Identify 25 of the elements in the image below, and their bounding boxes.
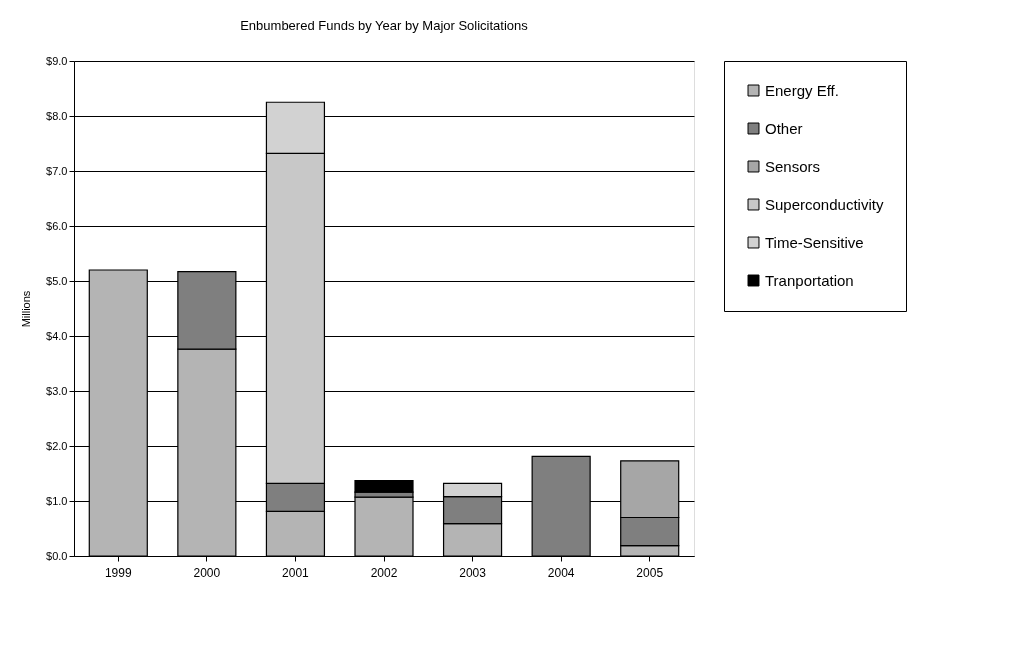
y-tick-label: $3.0 [46, 384, 68, 397]
y-tick-label: $2.0 [46, 439, 68, 452]
y-tick-label: $6.0 [46, 219, 68, 232]
y-tick-label: $7.0 [46, 164, 68, 177]
x-tick-label: 2001 [282, 565, 310, 580]
y-tick-label: $1.0 [46, 494, 68, 507]
y-axis-title: Millions [20, 290, 33, 328]
y-tick-label: $5.0 [46, 274, 68, 287]
legend-label: Tranportation [765, 271, 854, 289]
x-tick-label: 2000 [193, 565, 221, 580]
x-tick-label: 1999 [104, 565, 132, 580]
x-tick-label: 2005 [636, 565, 664, 580]
y-tick-label: $4.0 [46, 329, 68, 342]
x-tick-label: 2003 [459, 565, 487, 580]
legend-label: Sensors [765, 157, 821, 175]
legend-label: Other [765, 119, 803, 137]
chart-title: Enbumbered Funds by Year by Major Solicitations [240, 18, 529, 33]
x-tick-label: 2004 [547, 565, 575, 580]
legend-label: Energy Eff. [765, 81, 839, 99]
legend-label: Time-Sensitive [765, 233, 864, 251]
x-tick-label: 2002 [370, 565, 398, 580]
y-tick-label: $0.0 [46, 549, 68, 562]
y-tick-label: $9.0 [46, 54, 68, 67]
y-tick-label: $8.0 [46, 109, 68, 122]
legend-label: Superconductivity [765, 195, 884, 213]
